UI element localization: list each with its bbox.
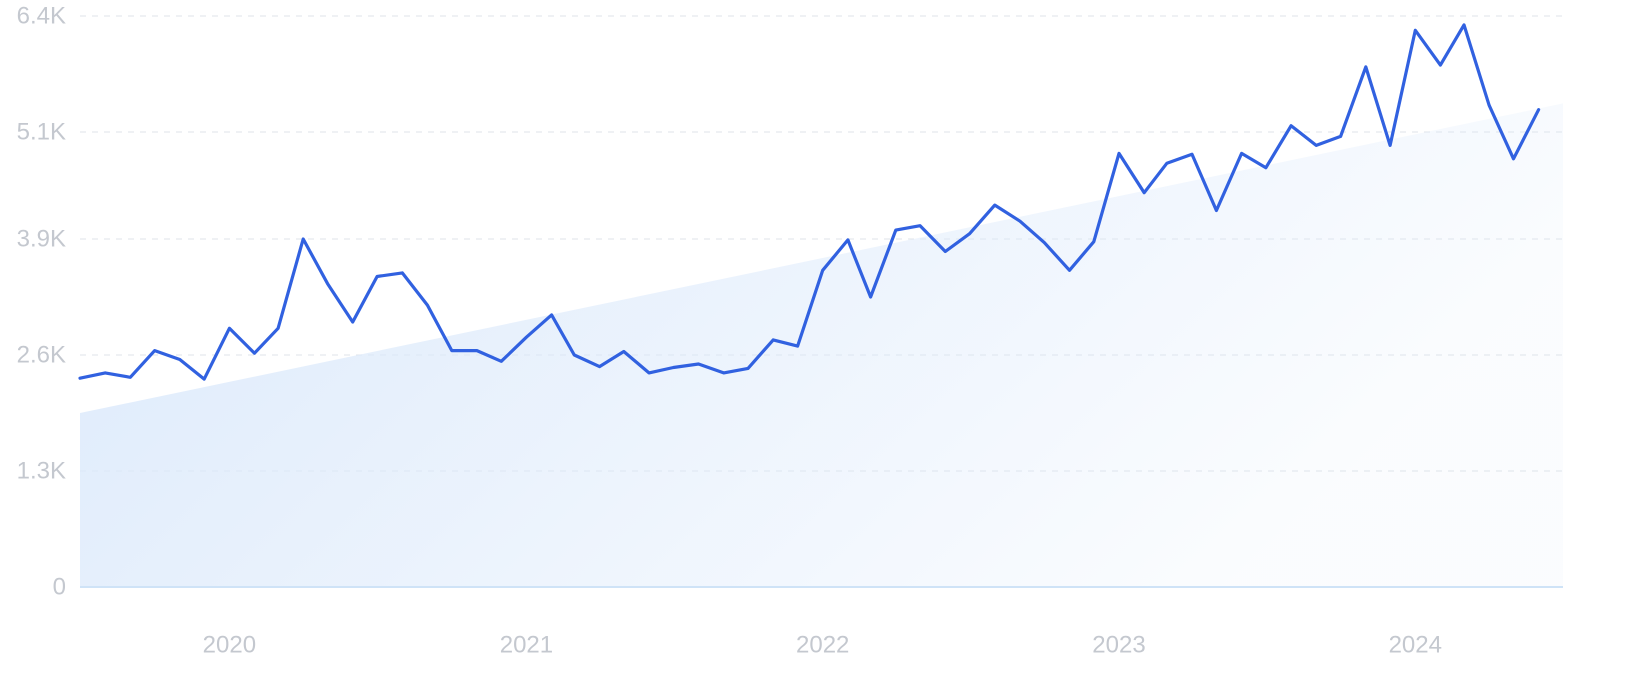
x-tick-label: 2022 (796, 632, 849, 659)
x-tick-label: 2020 (203, 632, 256, 659)
trend-area (80, 103, 1563, 587)
x-tick-label: 2023 (1092, 632, 1145, 659)
y-tick-label: 6.4K (17, 3, 66, 30)
series-layer (78, 23, 1541, 381)
y-tick-label: 0 (53, 574, 66, 601)
y-tick-label: 1.3K (17, 458, 66, 485)
series-line-0 (78, 23, 1541, 381)
y-axis-ticks: 0 1.3K 2.6K 3.9K 5.1K 6.4K (17, 3, 66, 601)
x-axis-ticks: 2020 2021 2022 2023 2024 (203, 632, 1442, 659)
x-tick-label: 2024 (1389, 632, 1442, 659)
x-tick-label: 2021 (500, 632, 553, 659)
y-tick-label: 2.6K (17, 342, 66, 369)
y-tick-label: 3.9K (17, 226, 66, 253)
trend-area-shape (80, 103, 1563, 587)
y-tick-label: 5.1K (17, 118, 66, 145)
